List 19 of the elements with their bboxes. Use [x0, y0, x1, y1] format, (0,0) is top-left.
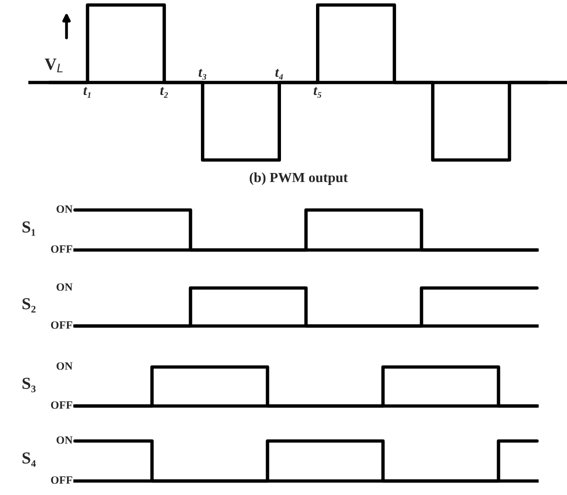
y-axis-title: S₂ [22, 298, 36, 312]
text: OFF [51, 401, 72, 409]
y-axis-title: S₁ [22, 221, 36, 236]
text: OFF [51, 321, 72, 329]
x-tick-label: t₃ [198, 68, 206, 80]
y-axis-title: S₄ [22, 452, 36, 467]
x-tick-label: t₄ [275, 68, 283, 80]
text: ON [56, 362, 73, 370]
x-tick-label: t₅ [314, 87, 322, 98]
x-tick-label: t₂ [160, 87, 168, 98]
y-axis-title: S₃ [22, 378, 36, 392]
text: ON [56, 205, 73, 213]
text: ON [56, 283, 73, 291]
text: OFF [51, 245, 72, 253]
x-tick-label: t₁ [84, 87, 91, 98]
y-axis-title: V$_{L}$ [44, 58, 63, 72]
x-axis-title: (b) PWM output [250, 172, 348, 185]
text: OFF [51, 476, 72, 484]
text: ON [56, 436, 73, 444]
